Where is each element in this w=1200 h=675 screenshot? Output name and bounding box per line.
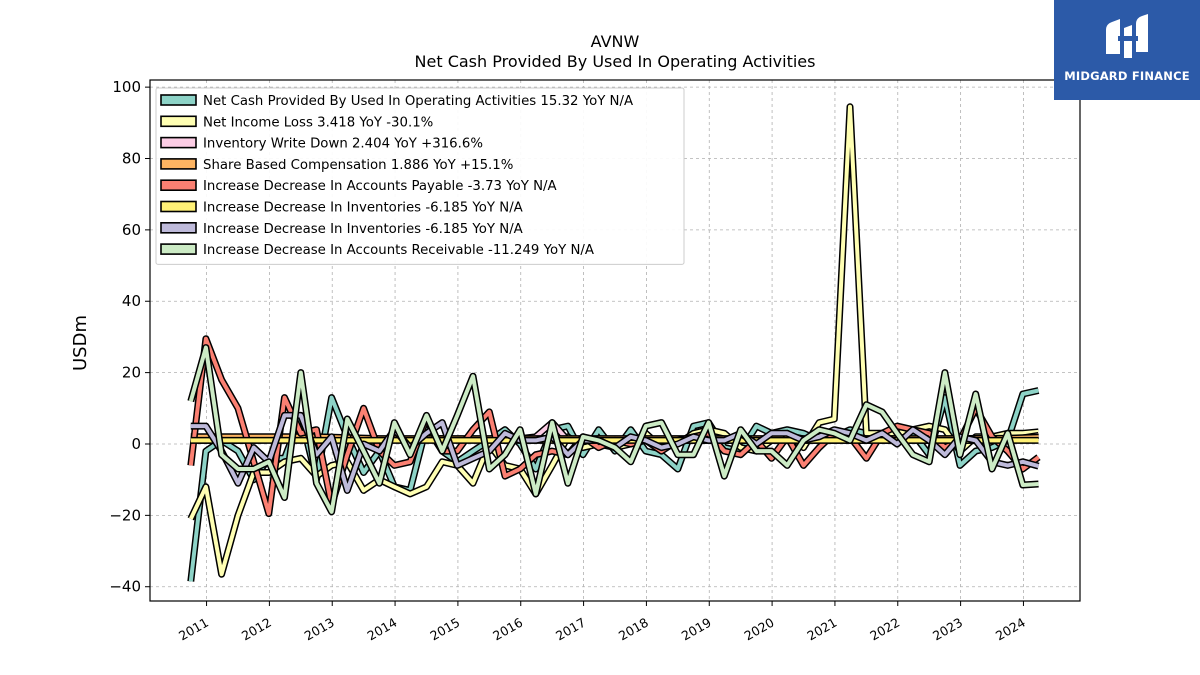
legend-entry: Increase Decrease In Accounts Payable -3…	[203, 179, 557, 194]
legend-entry: Increase Decrease In Inventories -6.185 …	[203, 201, 523, 216]
x-tick-label: 2016	[490, 615, 525, 644]
x-tick-label: 2011	[176, 615, 211, 644]
x-tick-label: 2021	[804, 615, 839, 644]
x-tick-label: 2017	[553, 615, 588, 644]
legend-swatch	[160, 115, 197, 128]
legend-swatch	[160, 243, 197, 255]
x-tick-label: 2023	[930, 615, 965, 644]
x-tick-label: 2022	[867, 615, 902, 644]
x-tick-label: 2015	[427, 615, 462, 644]
y-tick-label: 100	[112, 78, 141, 96]
brand-name: MIDGARD FINANCE	[1064, 69, 1190, 83]
legend-swatch	[160, 200, 197, 213]
y-tick-label: 0	[131, 435, 141, 453]
legend-swatch	[160, 94, 197, 106]
x-tick-label: 2013	[302, 615, 337, 644]
y-axis-label: USDm	[70, 315, 91, 371]
x-axis-ticks: 2011 2012 2013 2014 2015 2016 2017 2018 2019 2020…	[176, 601, 1028, 644]
brand-mark-icon	[1106, 14, 1148, 58]
legend-entry: Net Income Loss 3.418 YoY -30.1%	[203, 115, 433, 130]
y-tick-label: 60	[122, 221, 141, 239]
legend-entry: Inventory Write Down 2.404 YoY +316.6%	[203, 137, 483, 152]
y-tick-label: 80	[122, 150, 141, 168]
legend-swatch	[160, 179, 197, 191]
legend-swatch	[160, 222, 197, 234]
x-tick-label: 2020	[742, 615, 777, 644]
legend-swatch	[160, 158, 197, 170]
midgard-finance-logo: MIDGARD FINANCE	[1054, 0, 1200, 100]
y-axis-ticks: −40 −20 0 20 40 60 80 100	[109, 78, 150, 596]
x-tick-label: 2019	[679, 615, 714, 644]
chart-title: AVNW	[591, 32, 640, 51]
x-tick-label: 2018	[616, 615, 651, 644]
y-tick-label: −40	[109, 578, 141, 596]
y-tick-label: −20	[109, 506, 141, 524]
legend-box	[155, 87, 685, 265]
series-line	[188, 345, 1039, 514]
legend-swatch	[160, 136, 197, 149]
legend-entry: Share Based Compensation 1.886 YoY +15.1…	[203, 158, 513, 173]
x-tick-label: 2014	[365, 615, 400, 644]
chart-subtitle: Net Cash Provided By Used In Operating A…	[415, 52, 816, 71]
plot-frame	[149, 79, 1081, 602]
y-tick-label: 40	[122, 292, 141, 310]
x-tick-label: 2024	[993, 615, 1028, 644]
legend-entry: Net Cash Provided By Used In Operating A…	[203, 94, 633, 109]
x-tick-label: 2012	[239, 615, 274, 644]
series-group	[187, 103, 1041, 582]
legend-entry: Increase Decrease In Inventories -6.185 …	[203, 222, 523, 237]
y-tick-label: 20	[122, 364, 141, 382]
legend: Net Cash Provided By Used In Operating A…	[155, 87, 685, 265]
legend-entry: Increase Decrease In Accounts Receivable…	[203, 243, 594, 258]
